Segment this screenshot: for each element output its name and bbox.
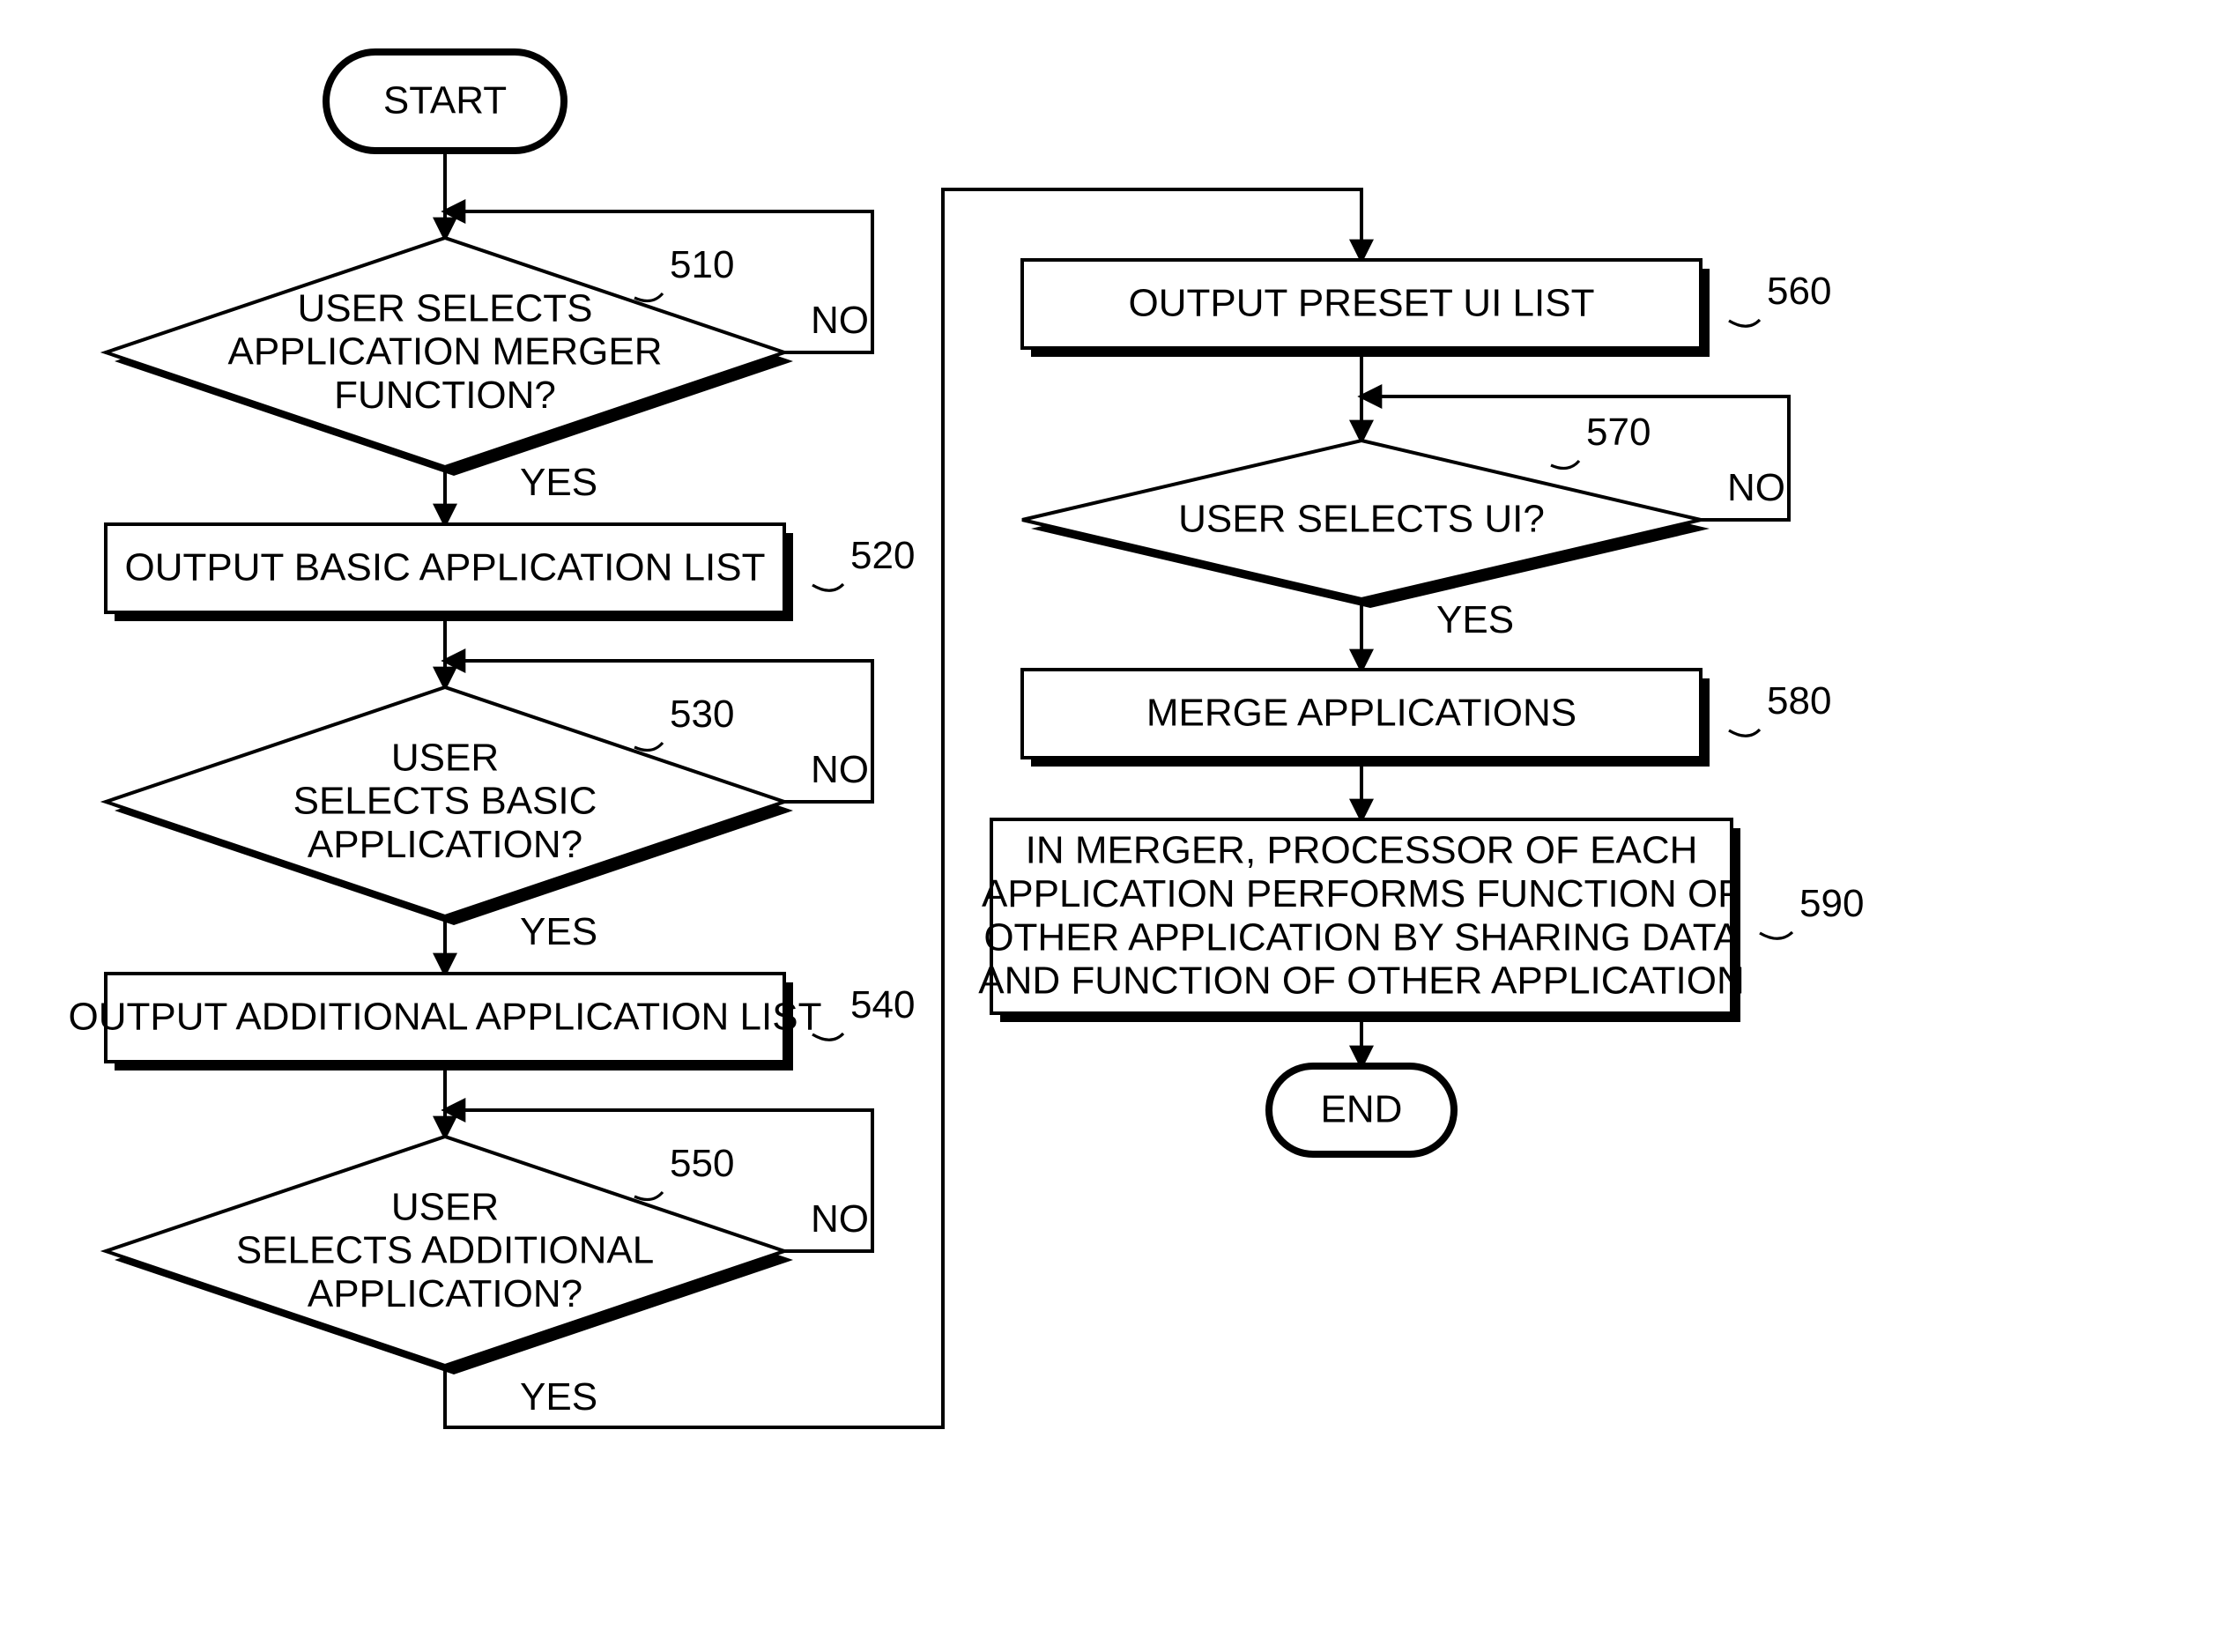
p580-label: MERGE APPLICATIONS [1146, 692, 1576, 735]
ref-hook [1729, 730, 1760, 736]
p590-label: OTHER APPLICATION BY SHARING DATA [983, 915, 1740, 959]
ref-label: 590 [1799, 882, 1864, 925]
ref-label: 520 [850, 534, 915, 577]
edge-label: YES [520, 910, 597, 953]
p520-label: OUTPUT BASIC APPLICATION LIST [125, 546, 766, 589]
ref-hook [1729, 320, 1760, 326]
d510-label: APPLICATION MERGER [227, 330, 662, 374]
ref-label: 510 [670, 243, 734, 286]
d550-label: USER [391, 1185, 499, 1228]
d550-label: APPLICATION? [308, 1272, 582, 1315]
d510-label: FUNCTION? [334, 374, 556, 417]
p540-label: OUTPUT ADDITIONAL APPLICATION LIST [69, 996, 822, 1039]
p590-label: AND FUNCTION OF OTHER APPLICATION [978, 959, 1744, 1003]
d550-label: SELECTS ADDITIONAL [236, 1229, 654, 1272]
ref-hook [1551, 461, 1579, 469]
edge-label: NO [811, 748, 869, 791]
edge-label: NO [811, 299, 869, 342]
ref-label: 550 [670, 1142, 734, 1185]
edge-label: YES [520, 1375, 597, 1419]
ref-label: 530 [670, 693, 734, 736]
d530-label: SELECTS BASIC [293, 780, 597, 823]
d530-label: APPLICATION? [308, 823, 582, 866]
ref-label: 540 [850, 983, 915, 1026]
edge-label: NO [1727, 466, 1785, 509]
ref-hook [812, 584, 843, 590]
ref-hook [634, 293, 663, 301]
d530-label: USER [391, 736, 499, 779]
edge-label: YES [1436, 598, 1514, 641]
flowchart: YESYESYESNONONONOYESSTARTUSER SELECTSAPP… [0, 0, 2233, 1652]
ref-label: 570 [1586, 411, 1651, 454]
p590-label: APPLICATION PERFORMS FUNCTION OF [982, 872, 1741, 915]
d510-label: USER SELECTS [298, 286, 593, 330]
end-label: END [1321, 1088, 1403, 1131]
ref-hook [1760, 932, 1792, 938]
edge-label: NO [811, 1197, 869, 1241]
ref-label: 560 [1767, 270, 1831, 313]
ref-hook [634, 1192, 663, 1200]
ref-hook [634, 743, 663, 751]
start-label: START [383, 79, 507, 122]
p590-label: IN MERGER, PROCESSOR OF EACH [1026, 829, 1698, 872]
p560-label: OUTPUT PRESET UI LIST [1129, 282, 1595, 325]
d570-label: USER SELECTS UI? [1178, 498, 1545, 541]
ref-label: 580 [1767, 679, 1831, 722]
edge-label: YES [520, 461, 597, 504]
